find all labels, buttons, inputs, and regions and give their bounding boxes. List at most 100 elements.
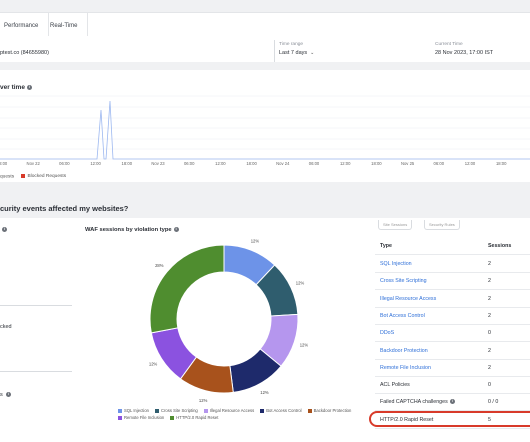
legend-label: SQL Injection [124,408,149,413]
waf-title-text: WAF sessions by violation type [85,227,172,234]
tab-real-time[interactable]: Real-Time [40,13,89,40]
legend-label: Illegal Resource Access [209,408,255,413]
row-type[interactable]: Illegal Resource Access [380,295,437,302]
row-sessions: 0 [488,382,491,389]
legend-swatch [307,408,312,413]
row-sessions: 0 [488,330,491,337]
row-sessions: 2 [488,347,491,354]
row-type[interactable]: Backdoor Protection [380,347,428,354]
table-row: SQL Injection 2 [375,256,530,273]
legend-item[interactable]: Remote File Inclusion [118,415,164,420]
legend-requests[interactable]: quests [0,174,15,180]
table-row: Bot Access Control 2 [375,308,530,325]
waf-donut-chart: 12% 12% 12% 12% 12% 12% 28% [149,238,308,403]
x-tick-label: 18:00 [246,161,257,166]
slice-label: 28% [155,263,164,268]
legend-label: Backdoor Protection [313,408,352,413]
legend-item[interactable]: SQL Injection [118,408,149,413]
site-sessions-button[interactable]: Site Sessions [378,220,413,230]
chart-title: ver time i [0,84,32,91]
left-label-blocked: cked [0,324,12,330]
waf-legend: SQL Injection Cross Site Scripting Illegal… [118,408,358,422]
x-tick-label: 06:00 [184,161,195,166]
tab-performance[interactable]: Performance [0,13,50,40]
info-icon[interactable]: i [6,392,12,398]
x-tick-label: 12:00 [465,161,476,166]
table-header: Type Sessions [375,238,530,255]
row-type[interactable]: Cross Site Scripting [380,278,427,285]
current-time-value: 28 Nov 2023, 17:00 IST [435,50,494,56]
legend-label: Cross Site Scripting [160,408,198,413]
legend-label: HTTP/2.0 Rapid Reset [176,415,219,420]
legend-item[interactable]: Backdoor Protection [307,408,352,413]
legend-swatch-blocked [21,174,26,178]
table-toggle: Site Sessions Security Rules [375,220,530,230]
info-icon[interactable]: i [449,399,455,405]
row-sessions: 2 [488,364,491,371]
highlight-circle [369,411,530,427]
requests-line [0,100,530,160]
traffic-chart: 18:00 Nov 22 06:00 12:00 18:00 Nov 23 06:00 12:… [0,95,530,166]
legend-swatch [203,408,208,413]
legend-label: Bot Access Control [266,408,302,413]
info-icon[interactable]: i [2,227,7,233]
left-info: i [0,227,7,233]
x-tick-label: Nov 24 [276,161,290,166]
legend-blocked[interactable]: Blocked Requests [21,174,66,179]
site-domain: ptest.co (84655980) [0,50,49,56]
row-type[interactable]: DDoS [380,330,395,337]
legend-item[interactable]: HTTP/2.0 Rapid Reset [170,415,218,420]
divider [274,40,275,62]
x-tick-label: Nov 23 [151,161,165,166]
slice-label: 12% [296,281,305,286]
x-tick-label: 12:00 [340,161,351,166]
waf-title: WAF sessions by violation type i [85,227,179,233]
legend-swatch [118,415,122,420]
row-type[interactable]: Bot Access Control [380,312,425,319]
slice-label: 12% [199,398,208,403]
left-label-sessions: s i [0,392,12,398]
legend-item[interactable]: Bot Access Control [260,408,302,413]
security-rules-button[interactable]: Security Rules [424,220,460,230]
legend-blocked-label: Blocked Requests [27,174,67,180]
chart-legend: quests Blocked Requests [0,174,66,179]
legend-item[interactable]: Illegal Resource Access [203,408,255,413]
info-icon[interactable]: i [26,84,32,90]
slice-label: 12% [260,390,269,395]
table-row: Cross Site Scripting 2 [375,273,530,291]
x-tick-label: 18:00 [371,161,382,166]
legend-swatch [154,408,159,413]
row-type[interactable]: SQL Injection [380,261,412,267]
x-tick-label: 18:00 [496,161,507,166]
table-row: ACL Policies 0 [375,377,530,395]
current-time-label: Current Time [435,42,463,47]
row-sessions: 2 [488,278,491,285]
divider [0,305,72,306]
left-label-sessions-text: s [0,392,3,398]
slice-label: 12% [251,238,260,243]
info-icon[interactable]: i [173,227,179,232]
row-type[interactable]: Remote File Inclusion [380,364,431,371]
x-tick-label: 06:00 [309,161,320,166]
x-tick-label: Nov 22 [27,161,41,166]
row-sessions: 5 [488,416,491,423]
x-tick-label: 18:00 [0,161,8,166]
table-row: Illegal Resource Access 2 [375,291,530,308]
header-sessions: Sessions [488,243,512,249]
time-range-label: Time range [279,42,304,47]
legend-item[interactable]: Cross Site Scripting [154,408,198,413]
row-sessions: 0 / 0 [488,399,499,406]
legend-label: Remote File Inclusion [124,415,165,420]
row-type: ACL Policies [380,382,410,389]
row-sessions: 2 [488,312,491,319]
table-row: HTTP/2.0 Rapid Reset 5 [375,412,530,429]
time-range-select[interactable]: Last 7 days ⌄ [279,50,314,56]
table-row: Backdoor Protection 2 [375,343,530,360]
time-range-value: Last 7 days [279,50,308,56]
x-tick-label: 12:00 [90,161,101,166]
row-type: Failed CAPTCHA challenges i [380,399,455,405]
section-question: curity events affected my websites? [0,204,129,213]
donut-slice [149,244,225,334]
